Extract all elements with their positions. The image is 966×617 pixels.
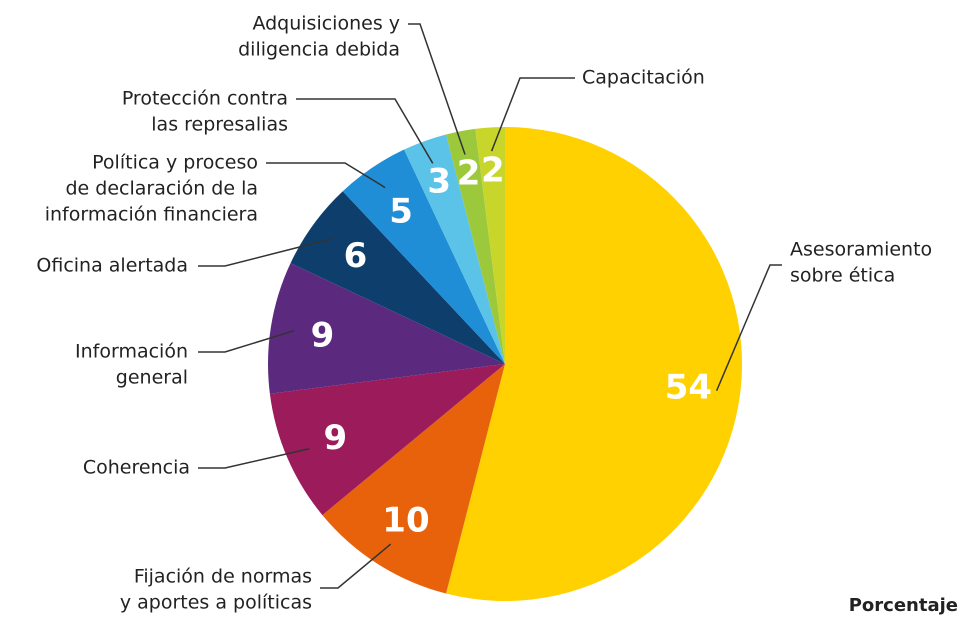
pie-slice: [290, 191, 505, 364]
category-label: Política y proceso: [92, 152, 258, 174]
value-label: 10: [382, 501, 429, 541]
category-label: Protección contra: [122, 88, 288, 110]
category-label: Adquisiciones y: [252, 13, 400, 35]
unit-label: Porcentaje: [849, 595, 958, 616]
leader-line: [198, 329, 295, 353]
value-label: 2: [457, 154, 481, 194]
category-label: diligencia debida: [238, 39, 400, 61]
leader-line: [320, 543, 392, 589]
category-label: sobre ética: [790, 265, 895, 287]
category-label: Información: [75, 341, 188, 363]
pie-slice: [446, 127, 743, 601]
pie-slice: [267, 263, 505, 394]
leader-line: [408, 23, 466, 155]
leader-line: [490, 77, 575, 152]
value-label: 6: [344, 236, 368, 276]
category-label: Fijación de normas: [134, 566, 312, 588]
category-label: las represalias: [151, 114, 288, 136]
category-label: Asesoramiento: [790, 239, 932, 261]
leader-line: [266, 162, 386, 189]
category-label: Oficina alertada: [36, 255, 188, 277]
category-label: información financiera: [45, 204, 258, 226]
leader-line: [296, 98, 434, 164]
value-label: 2: [481, 151, 505, 191]
leader-line: [198, 447, 310, 469]
pie-slice: [475, 127, 505, 364]
category-label: de declaración de la: [65, 178, 258, 200]
category-label: general: [116, 367, 188, 389]
value-label: 5: [389, 192, 413, 232]
value-label: 3: [427, 162, 451, 202]
value-label: 9: [324, 418, 348, 458]
pie-slice: [269, 364, 505, 516]
leader-line: [715, 264, 782, 392]
pie-slice: [404, 134, 505, 364]
value-label: 54: [665, 368, 712, 408]
pie-slice: [446, 128, 505, 364]
value-label: 9: [311, 316, 335, 356]
category-label: Coherencia: [83, 457, 190, 479]
category-label: y aportes a políticas: [120, 592, 312, 614]
pie-slice: [342, 149, 505, 364]
leader-line: [198, 237, 333, 267]
pie-slice: [322, 364, 505, 594]
category-label: Capacitación: [582, 67, 705, 89]
